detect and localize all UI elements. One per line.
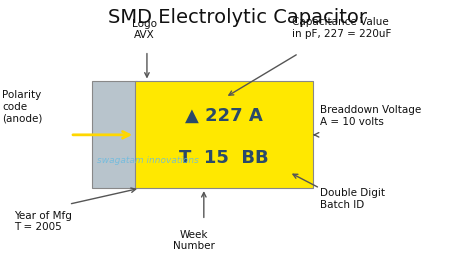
- Text: Week
Number: Week Number: [173, 230, 215, 251]
- Text: swagatam innovations: swagatam innovations: [97, 156, 199, 165]
- Text: Logo
AVX: Logo AVX: [132, 19, 157, 40]
- Text: SMD Electrolytic Capacitor: SMD Electrolytic Capacitor: [108, 8, 366, 27]
- Text: Year of Mfg
T = 2005: Year of Mfg T = 2005: [14, 211, 72, 232]
- Text: Double Digit
Batch ID: Double Digit Batch ID: [320, 188, 385, 210]
- Text: Breaddown Voltage
A = 10 volts: Breaddown Voltage A = 10 volts: [320, 105, 421, 127]
- Text: ▲ 227 A: ▲ 227 A: [185, 107, 263, 125]
- Text: Capacitance Value
in pF, 227 = 220uF: Capacitance Value in pF, 227 = 220uF: [292, 17, 391, 39]
- Text: T  15  BB: T 15 BB: [179, 149, 269, 167]
- Bar: [135, 81, 313, 188]
- Bar: [92, 81, 137, 188]
- Text: Polarity
code
(anode): Polarity code (anode): [2, 90, 43, 123]
